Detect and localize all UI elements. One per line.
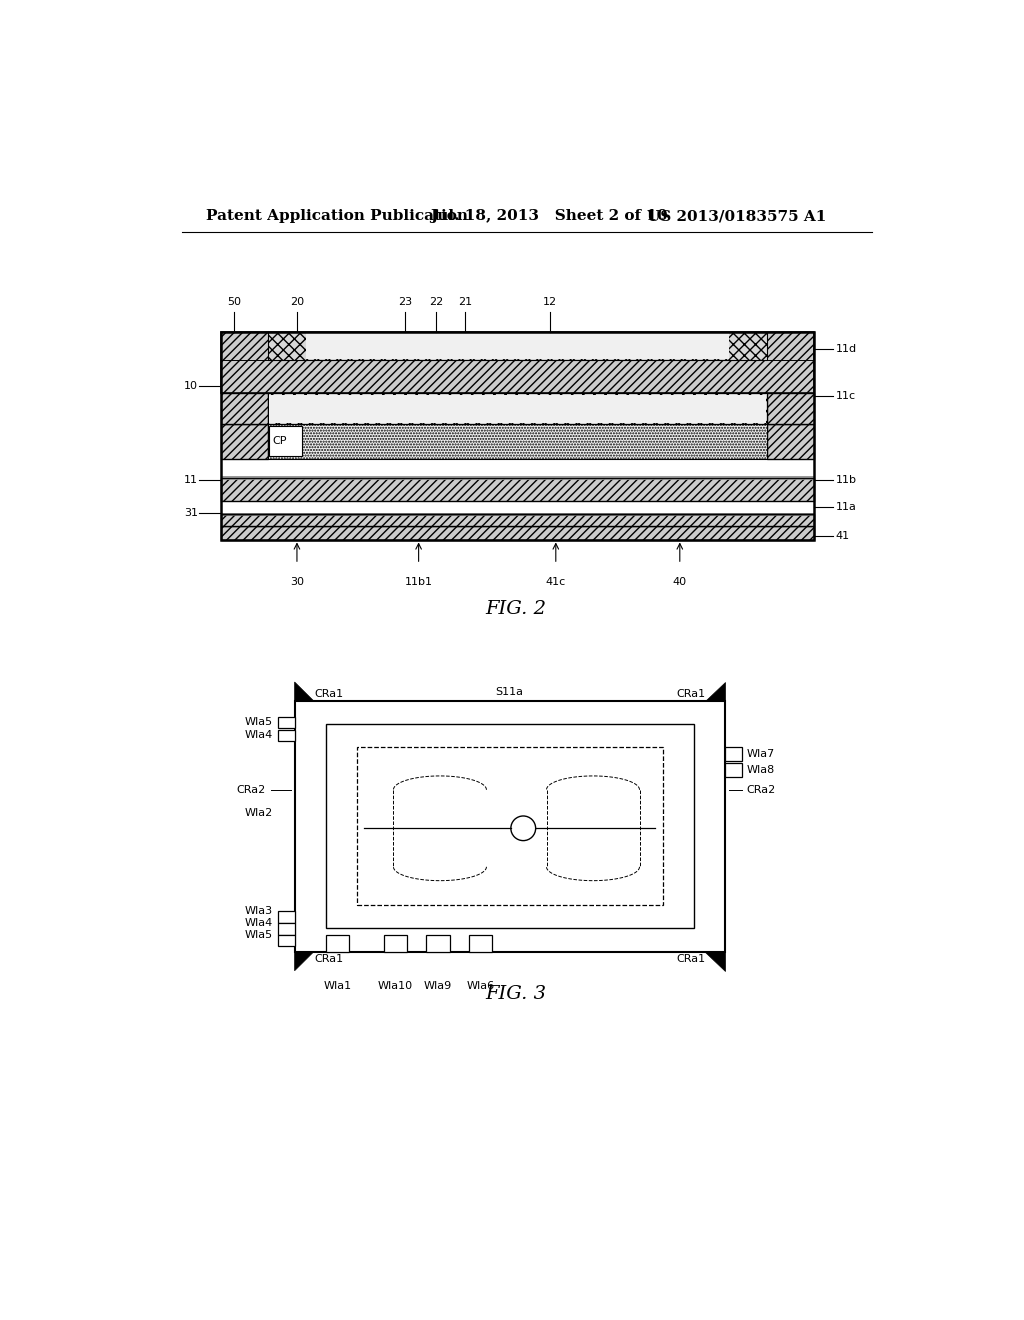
Bar <box>221 331 814 540</box>
Text: 11b1: 11b1 <box>404 577 432 586</box>
Text: 11b: 11b <box>836 475 856 486</box>
Text: 11: 11 <box>183 475 198 486</box>
Polygon shape <box>295 682 314 701</box>
Text: 10: 10 <box>183 380 198 391</box>
Bar <box>278 717 295 729</box>
Text: 41c: 41c <box>546 577 566 586</box>
Text: 11c: 11c <box>836 391 856 400</box>
Text: WIa8: WIa8 <box>746 764 775 775</box>
Text: 21: 21 <box>458 297 472 308</box>
Text: CRa2: CRa2 <box>236 785 265 795</box>
Bar <box>221 424 267 459</box>
Bar <box>767 424 814 459</box>
Text: 23: 23 <box>398 297 413 308</box>
Text: WIa10: WIa10 <box>378 981 413 991</box>
Bar <box>221 512 814 515</box>
Text: Patent Application Publication: Patent Application Publication <box>206 209 468 223</box>
Text: 30: 30 <box>290 577 304 586</box>
Bar <box>269 395 766 422</box>
Text: WIa5: WIa5 <box>245 717 273 727</box>
Text: CRa1: CRa1 <box>676 954 706 964</box>
Polygon shape <box>706 682 725 701</box>
Text: FIG. 3: FIG. 3 <box>485 985 546 1003</box>
Text: 20: 20 <box>290 297 304 308</box>
Text: 22: 22 <box>429 297 443 308</box>
Text: S11a: S11a <box>496 686 523 697</box>
Bar <box>278 935 295 946</box>
Bar <box>221 527 814 540</box>
Text: 12: 12 <box>544 297 557 308</box>
Text: WIa9: WIa9 <box>424 981 453 991</box>
Bar <box>426 935 450 952</box>
Text: 31: 31 <box>183 508 198 517</box>
Bar <box>725 763 741 776</box>
Bar <box>278 730 295 742</box>
Text: FIG. 2: FIG. 2 <box>485 599 546 618</box>
Text: Jul. 18, 2013   Sheet 2 of 10: Jul. 18, 2013 Sheet 2 of 10 <box>430 209 668 223</box>
Text: US 2013/0183575 A1: US 2013/0183575 A1 <box>647 209 826 223</box>
Bar <box>278 923 295 935</box>
Bar <box>356 747 663 906</box>
Text: WIa5: WIa5 <box>245 929 273 940</box>
Bar <box>326 935 349 952</box>
Text: 11a: 11a <box>836 502 856 512</box>
Bar <box>221 478 814 502</box>
Text: WIa4: WIa4 <box>245 730 273 741</box>
Text: 50: 50 <box>227 297 242 308</box>
Text: WIa6: WIa6 <box>467 981 495 991</box>
Text: WIa4: WIa4 <box>245 917 273 928</box>
Bar <box>295 701 725 952</box>
Text: 40: 40 <box>673 577 687 586</box>
Text: WIa7: WIa7 <box>746 750 775 759</box>
Polygon shape <box>706 952 725 970</box>
Text: WIa2: WIa2 <box>245 808 273 818</box>
Bar <box>269 426 302 457</box>
Text: 11d: 11d <box>836 345 857 354</box>
Bar <box>221 331 814 393</box>
Bar <box>221 393 267 424</box>
Text: CRa2: CRa2 <box>746 785 776 795</box>
Text: CRa1: CRa1 <box>314 954 343 964</box>
Bar <box>725 747 741 762</box>
Bar <box>267 424 767 459</box>
Bar <box>267 331 767 360</box>
Text: 41: 41 <box>836 531 850 541</box>
Bar <box>221 513 814 527</box>
Bar <box>221 477 814 479</box>
Bar <box>306 333 729 359</box>
Bar <box>384 935 407 952</box>
Polygon shape <box>295 952 314 970</box>
Text: CRa1: CRa1 <box>676 689 706 698</box>
Text: CRa1: CRa1 <box>314 689 343 698</box>
Bar <box>267 393 767 424</box>
Bar <box>326 725 693 928</box>
Bar <box>469 935 493 952</box>
Text: WIa3: WIa3 <box>245 907 273 916</box>
Text: WIa1: WIa1 <box>324 981 351 991</box>
Bar <box>278 911 295 923</box>
Bar <box>767 393 814 424</box>
Text: CP: CP <box>272 437 287 446</box>
